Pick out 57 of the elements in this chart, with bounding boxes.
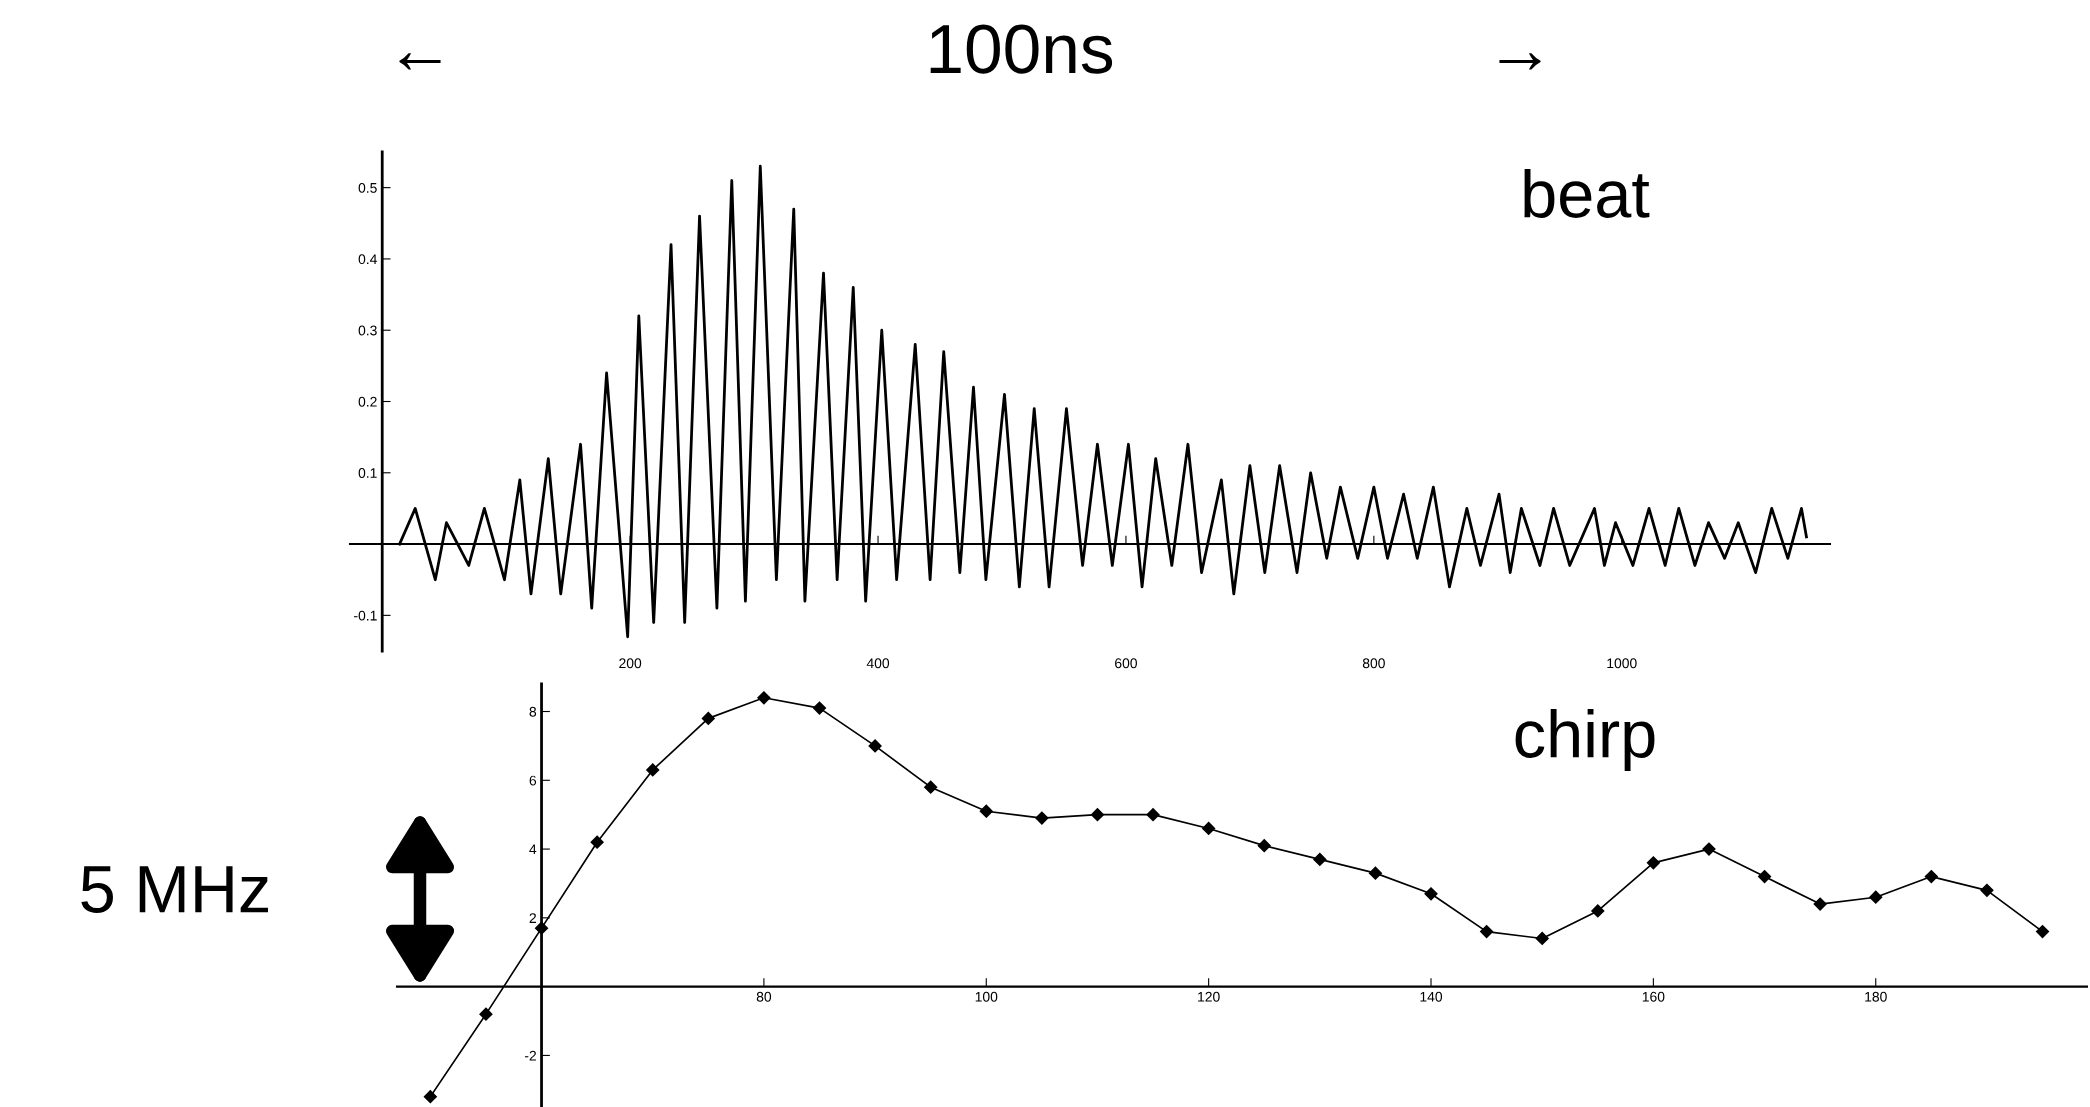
x-tick-label: 600 — [1115, 658, 1137, 669]
point — [701, 711, 715, 725]
point — [812, 701, 827, 715]
y-tick-label: -2 — [524, 1050, 536, 1061]
point — [1480, 925, 1494, 939]
point — [1980, 883, 1994, 897]
x-tick-label: 80 — [756, 991, 772, 1002]
point — [1313, 852, 1327, 866]
y-tick-label: 8 — [529, 706, 537, 717]
point — [1924, 869, 1938, 884]
point — [1090, 808, 1105, 822]
x-tick-label: 100 — [975, 991, 998, 1002]
text: ← — [399, 53, 441, 70]
x-tick-label: 400 — [866, 658, 890, 669]
point — [1702, 842, 1716, 856]
point — [979, 804, 993, 818]
y-tick-label: 0.1 — [358, 468, 377, 478]
annotation: chirp — [1515, 708, 1655, 772]
x-tick-label: 800 — [1362, 658, 1385, 669]
x-tick-label: 160 — [1642, 991, 1665, 1002]
x-tick-label: 120 — [1198, 991, 1220, 1002]
x-tick-label: 180 — [1865, 991, 1887, 1002]
y-tick-label: 0.5 — [358, 182, 377, 193]
text: 5 MHz — [81, 866, 268, 913]
point — [1757, 869, 1772, 884]
point — [1869, 890, 1883, 904]
point — [1257, 839, 1271, 853]
x-tick-label: 140 — [1420, 991, 1443, 1002]
point — [646, 763, 660, 777]
text: 100ns — [930, 24, 1113, 74]
point — [757, 691, 771, 705]
y-tick-label: -0.1 — [354, 610, 377, 621]
x-tick-label: 1000 — [1607, 658, 1637, 669]
point — [1646, 856, 1660, 870]
y-tick-label: 0.2 — [358, 396, 377, 407]
point — [1424, 887, 1438, 901]
point — [1202, 821, 1216, 836]
point — [1591, 904, 1605, 918]
point — [1535, 931, 1549, 946]
point — [1146, 808, 1160, 822]
y-tick-label: 4 — [529, 844, 537, 855]
x-tick-label: 200 — [619, 658, 642, 669]
y-tick-label: 6 — [529, 775, 537, 786]
point — [868, 739, 882, 753]
annotation: beat — [1524, 168, 1650, 218]
point — [590, 835, 604, 849]
point — [924, 780, 938, 794]
y-tick-label: 0.3 — [358, 325, 377, 336]
point — [1035, 811, 1049, 825]
point — [423, 1090, 437, 1104]
text: → — [1499, 53, 1541, 70]
point — [1813, 897, 1827, 911]
point — [479, 1007, 493, 1021]
y-tick-label: 2 — [529, 913, 536, 923]
y-tick-label: 0.4 — [358, 254, 377, 265]
point — [2035, 925, 2050, 939]
point — [1368, 866, 1383, 880]
